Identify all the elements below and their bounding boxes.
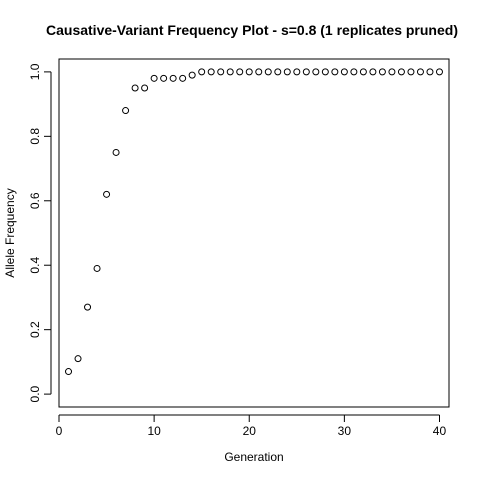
- data-point: [198, 68, 206, 76]
- data-point: [169, 74, 177, 82]
- data-point: [255, 68, 263, 76]
- y-tick-label: 0.6: [28, 192, 42, 209]
- x-tick-label: 20: [243, 424, 257, 438]
- data-point: [378, 68, 386, 76]
- y-tick-label: 1.0: [28, 63, 42, 80]
- x-tick-label: 30: [338, 424, 352, 438]
- data-point: [397, 68, 405, 76]
- data-point: [283, 68, 291, 76]
- plot-area-frame: [58, 58, 450, 408]
- data-point: [264, 68, 272, 76]
- data-point: [141, 84, 149, 92]
- y-tick-label: 0.2: [28, 321, 42, 338]
- data-point: [350, 68, 358, 76]
- data-point: [103, 190, 111, 198]
- data-point: [122, 107, 130, 115]
- data-point: [93, 264, 101, 272]
- data-point: [74, 355, 82, 363]
- x-axis: 0 10 20 30 40: [56, 414, 447, 438]
- data-point: [131, 84, 139, 92]
- data-point: [112, 148, 120, 156]
- data-point: [369, 68, 377, 76]
- y-axis: 0.0 0.2 0.4 0.6 0.8 1.0: [28, 63, 52, 402]
- data-point: [274, 68, 282, 76]
- data-point: [331, 68, 339, 76]
- data-point: [226, 68, 234, 76]
- data-point: [236, 68, 244, 76]
- data-point: [407, 68, 415, 76]
- data-point: [160, 74, 168, 82]
- data-point: [150, 74, 158, 82]
- y-tick-label: 0.4: [28, 257, 42, 274]
- data-point: [188, 71, 196, 79]
- y-tick-label: 0.0: [28, 385, 42, 402]
- x-axis-label: Generation: [224, 450, 283, 464]
- data-point: [84, 303, 92, 311]
- x-tick-label: 40: [433, 424, 447, 438]
- data-point: [340, 68, 348, 76]
- data-point: [293, 68, 301, 76]
- data-point: [388, 68, 396, 76]
- y-tick-label: 0.8: [28, 128, 42, 145]
- data-point: [312, 68, 320, 76]
- data-point: [217, 68, 225, 76]
- data-point: [435, 68, 443, 76]
- data-point: [359, 68, 367, 76]
- data-point: [207, 68, 215, 76]
- x-tick-label: 0: [56, 424, 63, 438]
- data-points: [65, 68, 443, 376]
- data-point: [416, 68, 424, 76]
- data-point: [321, 68, 329, 76]
- chart-title: Causative-Variant Frequency Plot - s=0.8…: [46, 22, 458, 38]
- data-point: [302, 68, 310, 76]
- x-tick-label: 10: [147, 424, 161, 438]
- data-point: [245, 68, 253, 76]
- data-point: [179, 74, 187, 82]
- data-point: [426, 68, 434, 76]
- data-point: [65, 368, 73, 376]
- y-axis-label: Allele Frequency: [3, 188, 17, 277]
